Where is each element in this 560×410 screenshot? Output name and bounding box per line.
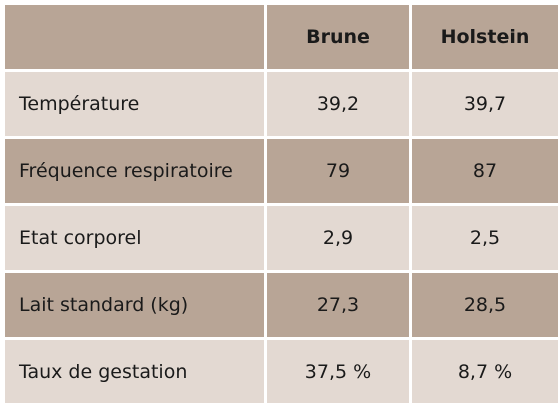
- holstein-value: 39,7: [409, 69, 560, 139]
- brune-value: 2,9: [264, 203, 412, 273]
- brune-value: 27,3: [264, 270, 412, 340]
- row-label: Température: [2, 69, 267, 139]
- table-header-row: Brune Holstein: [2, 2, 560, 72]
- row-label: Taux de gestation: [2, 337, 267, 406]
- holstein-value: 87: [409, 136, 560, 206]
- header-brune: Brune: [264, 2, 412, 72]
- table-row: Etat corporel 2,9 2,5: [2, 203, 560, 273]
- table-row: Température 39,2 39,7: [2, 69, 560, 139]
- holstein-value: 2,5: [409, 203, 560, 273]
- row-label: Fréquence respiratoire: [2, 136, 267, 206]
- table-row: Taux de gestation 37,5 % 8,7 %: [2, 337, 560, 406]
- holstein-value: 8,7 %: [409, 337, 560, 406]
- brune-value: 39,2: [264, 69, 412, 139]
- table-row: Fréquence respiratoire 79 87: [2, 136, 560, 206]
- row-label: Lait standard (kg): [2, 270, 267, 340]
- header-holstein: Holstein: [409, 2, 560, 72]
- header-empty-cell: [2, 2, 267, 72]
- table-row: Lait standard (kg) 27,3 28,5: [2, 270, 560, 340]
- brune-value: 79: [264, 136, 412, 206]
- row-label: Etat corporel: [2, 203, 267, 273]
- brune-value: 37,5 %: [264, 337, 412, 406]
- holstein-value: 28,5: [409, 270, 560, 340]
